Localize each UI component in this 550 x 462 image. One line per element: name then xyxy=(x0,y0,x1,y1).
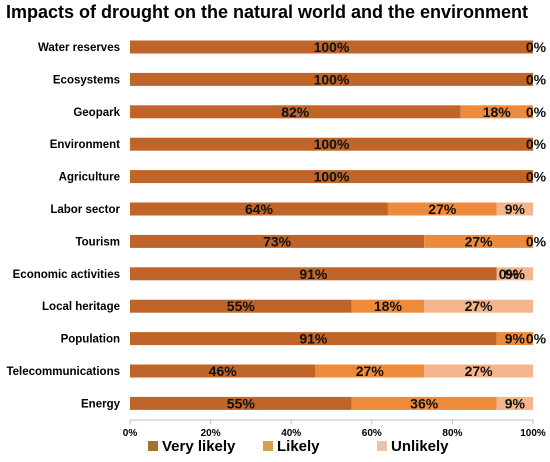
data-label: 36% xyxy=(410,395,439,411)
data-label: 0% xyxy=(526,331,547,347)
data-label: 18% xyxy=(374,298,403,314)
bar-segment xyxy=(496,332,533,346)
data-label: 91% xyxy=(299,331,328,347)
data-label: 0% xyxy=(526,233,547,249)
x-tick-label: 100% xyxy=(520,428,546,439)
data-label: 100% xyxy=(314,136,350,152)
bar-segment xyxy=(130,105,461,119)
data-label: 100% xyxy=(314,71,350,87)
data-label: 64% xyxy=(245,201,274,217)
bar-segment xyxy=(496,202,533,216)
data-label: 82% xyxy=(281,104,310,120)
category-label: Population xyxy=(61,334,120,346)
bar-segment xyxy=(496,267,533,281)
bar-segment xyxy=(130,40,533,54)
data-label: 55% xyxy=(227,395,256,411)
data-label: 46% xyxy=(209,363,238,379)
bar-segment xyxy=(130,234,425,248)
data-label: 27% xyxy=(465,298,494,314)
category-label: Geopark xyxy=(73,107,120,119)
data-label: 27% xyxy=(356,363,385,379)
data-label: 73% xyxy=(263,233,292,249)
x-tick-label: 0% xyxy=(123,428,138,439)
bar-segment xyxy=(387,202,497,216)
category-label: Energy xyxy=(81,398,121,410)
data-label: 0% xyxy=(526,136,547,152)
legend-swatch xyxy=(148,441,158,451)
bar-segment xyxy=(130,299,352,313)
bar-segment xyxy=(496,396,533,410)
category-label: Local heritage xyxy=(42,301,120,313)
legend-swatch xyxy=(377,441,387,451)
category-label: Economic activities xyxy=(13,269,120,281)
data-label: 9% xyxy=(505,395,526,411)
data-label: 0% xyxy=(526,71,547,87)
legend-swatch xyxy=(263,441,273,451)
bar-segment xyxy=(130,364,316,378)
bar-segment xyxy=(130,332,497,346)
bar-segment xyxy=(130,170,533,184)
x-tick-label: 60% xyxy=(362,428,382,439)
bar-segment xyxy=(424,299,533,313)
x-tick-label: 80% xyxy=(442,428,462,439)
category-label: Tourism xyxy=(75,236,120,248)
data-label: 18% xyxy=(483,104,512,120)
bar-segment xyxy=(315,364,425,378)
chart-title: Impacts of drought on the natural world … xyxy=(6,2,529,22)
bar-segment xyxy=(351,396,497,410)
data-label: 9% xyxy=(505,266,526,282)
data-label: 27% xyxy=(465,363,494,379)
legend-label: Unlikely xyxy=(391,438,449,455)
data-label: 0% xyxy=(526,39,547,55)
bar-segment xyxy=(351,299,425,313)
data-label: 0% xyxy=(526,169,547,185)
data-label: 27% xyxy=(465,233,494,249)
category-label: Water reserves xyxy=(38,42,120,54)
x-tick-label: 40% xyxy=(281,428,301,439)
category-label: Ecosystems xyxy=(53,74,120,86)
category-label: Labor sector xyxy=(50,204,120,216)
data-label: 0% xyxy=(526,104,547,120)
data-label: 27% xyxy=(428,201,457,217)
x-tick-label: 20% xyxy=(201,428,221,439)
bar-segment xyxy=(130,72,533,86)
data-label: 0% xyxy=(499,266,520,282)
data-label: 55% xyxy=(227,298,256,314)
bar-segment xyxy=(130,137,533,151)
bar-segment xyxy=(130,396,352,410)
category-label: Environment xyxy=(50,139,120,151)
data-label: 100% xyxy=(314,169,350,185)
category-label: Telecommunications xyxy=(6,366,120,378)
data-label: 91% xyxy=(299,266,328,282)
bar-segment xyxy=(424,364,533,378)
legend-label: Very likely xyxy=(162,438,236,455)
data-label: 9% xyxy=(505,331,526,347)
data-label: 100% xyxy=(314,39,350,55)
bar-segment xyxy=(424,234,533,248)
bar-segment xyxy=(130,202,388,216)
data-label: 9% xyxy=(505,201,526,217)
category-label: Agriculture xyxy=(59,172,120,184)
legend-label: Likely xyxy=(277,438,320,455)
bar-segment xyxy=(460,105,533,119)
bar-segment xyxy=(130,267,497,281)
